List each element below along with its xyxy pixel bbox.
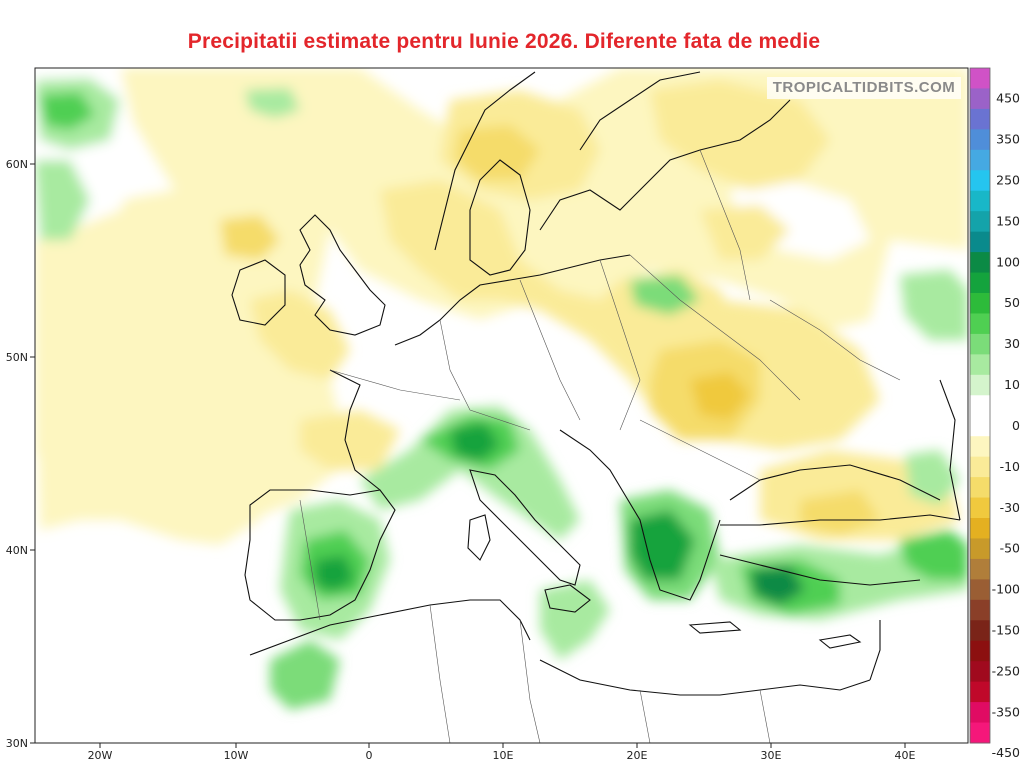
colorbar-label: 150 [996,213,1020,228]
colorbar-label: -350 [992,704,1020,719]
lon-label-30e: 30E [761,749,782,762]
lon-label-10e: 10E [493,749,514,762]
lon-label-10w: 10W [224,749,249,762]
colorbar-frame [969,67,991,744]
colorbar-swatch [970,231,990,253]
colorbar-swatch [970,456,990,478]
colorbar-label: 0 [1012,418,1020,433]
colorbar-swatch [970,518,990,539]
colorbar-label: 250 [996,173,1020,188]
country-borders [299,149,901,743]
colorbar-swatch [970,190,990,212]
colorbar-swatch [970,722,990,744]
colorbar-labels: 4503502501501005030100-10-30-50-100-150-… [992,91,1020,761]
colorbar-label: -100 [992,582,1020,597]
colorbar-label: -450 [992,745,1020,760]
lon-label-20e: 20E [627,749,648,762]
lat-label-30n: 30N [6,737,28,750]
colorbar [969,67,991,744]
colorbar-swatch [970,538,990,560]
colorbar-label: 30 [1004,336,1020,351]
colorbar-label: 100 [996,254,1020,269]
colorbar-swatch [970,129,990,151]
colorbar-swatch [970,681,990,703]
colorbar-swatch [970,272,990,294]
colorbar-swatch [970,436,990,458]
colorbar-swatch [970,661,990,683]
colorbar-label: -250 [992,663,1020,678]
coastlines [231,71,961,696]
lon-label-20w: 20W [88,749,113,762]
lon-label-0: 0 [366,749,373,762]
lat-label-40n: 40N [6,544,28,557]
colorbar-label: -50 [1000,541,1020,556]
colorbar-swatch [970,640,990,662]
anomaly-fields [35,68,968,743]
lat-label-50n: 50N [6,351,28,364]
colorbar-swatch [970,395,990,417]
colorbar-swatch [970,477,990,499]
colorbar-swatch [970,374,990,396]
lon-label-40e: 40E [895,749,916,762]
colorbar-swatch [970,88,990,110]
colorbar-swatch [970,108,990,130]
colorbar-label: -10 [1000,459,1020,474]
colorbar-swatch [970,293,990,314]
colorbar-swatch [970,497,990,519]
colorbar-swatch [970,333,990,355]
colorbar-swatch [970,558,990,580]
lat-label-60n: 60N [6,158,28,171]
credit-watermark: TROPICALTIDBITS.COM [767,77,961,99]
colorbar-label: 50 [1004,295,1020,310]
colorbar-swatch [970,170,990,192]
colorbar-label: 450 [996,91,1020,106]
colorbar-swatch [970,68,990,89]
colorbar-label: 350 [996,132,1020,147]
colorbar-swatch [970,599,990,621]
colorbar-swatch [970,354,990,376]
colorbar-swatch [970,211,990,233]
colorbar-label: 10 [1004,377,1020,392]
colorbar-label: -150 [992,623,1020,638]
colorbar-label: -30 [1000,500,1020,515]
map-frame [34,67,969,744]
colorbar-swatch [970,702,990,724]
colorbar-swatch [970,252,990,274]
colorbar-swatch [970,149,990,171]
colorbar-swatch [970,415,990,437]
colorbar-swatch [970,620,990,642]
colorbar-swatch [970,579,990,601]
colorbar-swatch [970,313,990,335]
page-title: Precipitatii estimate pentru Iunie 2026.… [187,30,821,53]
